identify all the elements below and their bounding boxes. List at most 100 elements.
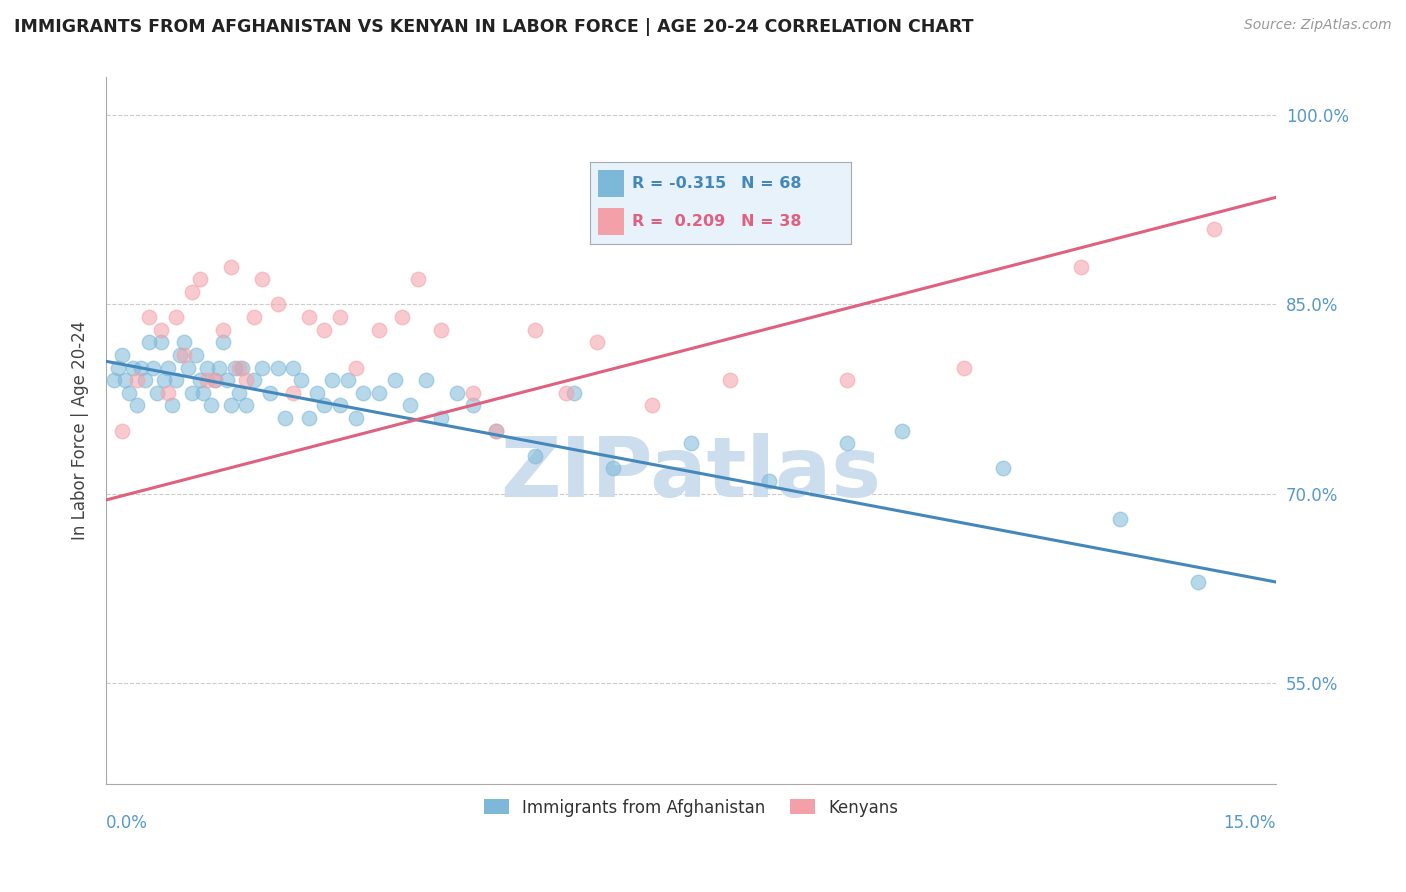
- Point: [165, 310, 187, 325]
- Point: [835, 436, 858, 450]
- Text: N = 68: N = 68: [741, 176, 801, 191]
- Point: [173, 335, 195, 350]
- Point: [555, 385, 578, 400]
- Point: [153, 373, 176, 387]
- Point: [228, 360, 250, 375]
- Point: [406, 272, 429, 286]
- Point: [523, 449, 546, 463]
- Point: [368, 323, 391, 337]
- Point: [485, 424, 508, 438]
- Point: [314, 398, 336, 412]
- Point: [243, 310, 266, 325]
- Point: [298, 411, 321, 425]
- Point: [212, 335, 235, 350]
- Point: [138, 335, 160, 350]
- Point: [641, 398, 664, 412]
- Point: [305, 385, 328, 400]
- Point: [224, 360, 246, 375]
- Point: [266, 360, 288, 375]
- Point: [107, 360, 129, 375]
- Point: [134, 373, 156, 387]
- Point: [274, 411, 297, 425]
- Point: [129, 360, 152, 375]
- Point: [523, 323, 546, 337]
- Point: [1070, 260, 1092, 274]
- Point: [195, 373, 218, 387]
- Point: [165, 373, 187, 387]
- Point: [391, 310, 413, 325]
- Point: [110, 348, 132, 362]
- Point: [235, 398, 257, 412]
- Point: [1109, 512, 1132, 526]
- Point: [204, 373, 226, 387]
- Point: [173, 348, 195, 362]
- Point: [281, 385, 304, 400]
- Text: 0.0%: 0.0%: [105, 814, 148, 832]
- Point: [259, 385, 281, 400]
- Point: [602, 461, 624, 475]
- Text: N = 38: N = 38: [741, 214, 801, 229]
- Point: [219, 260, 242, 274]
- Point: [188, 272, 211, 286]
- Point: [430, 411, 453, 425]
- Point: [718, 373, 741, 387]
- Point: [336, 373, 359, 387]
- Point: [890, 424, 912, 438]
- Point: [149, 323, 172, 337]
- Point: [180, 385, 202, 400]
- Point: [250, 272, 273, 286]
- Point: [157, 385, 180, 400]
- Point: [415, 373, 437, 387]
- Point: [219, 398, 242, 412]
- Point: [1187, 574, 1209, 589]
- Point: [243, 373, 266, 387]
- Point: [235, 373, 257, 387]
- Text: IMMIGRANTS FROM AFGHANISTAN VS KENYAN IN LABOR FORCE | AGE 20-24 CORRELATION CHA: IMMIGRANTS FROM AFGHANISTAN VS KENYAN IN…: [14, 18, 973, 36]
- Point: [1202, 222, 1225, 236]
- Point: [142, 360, 165, 375]
- Text: ZIPatlas: ZIPatlas: [501, 433, 882, 514]
- Point: [344, 411, 367, 425]
- Point: [110, 424, 132, 438]
- Point: [228, 385, 250, 400]
- Point: [485, 424, 508, 438]
- Point: [586, 335, 609, 350]
- Point: [122, 360, 145, 375]
- Point: [149, 335, 172, 350]
- Point: [208, 360, 231, 375]
- Legend: Immigrants from Afghanistan, Kenyans: Immigrants from Afghanistan, Kenyans: [475, 790, 907, 825]
- Point: [212, 323, 235, 337]
- Text: 15.0%: 15.0%: [1223, 814, 1277, 832]
- Point: [114, 373, 136, 387]
- Point: [344, 360, 367, 375]
- Point: [352, 385, 374, 400]
- Point: [145, 385, 167, 400]
- Point: [184, 348, 207, 362]
- Point: [127, 373, 149, 387]
- Point: [298, 310, 321, 325]
- Point: [118, 385, 141, 400]
- Point: [177, 360, 200, 375]
- Bar: [598, 208, 624, 235]
- Point: [679, 436, 702, 450]
- Point: [446, 385, 468, 400]
- Point: [562, 385, 585, 400]
- Point: [758, 474, 780, 488]
- Point: [138, 310, 160, 325]
- Point: [127, 398, 149, 412]
- Point: [103, 373, 125, 387]
- Point: [399, 398, 422, 412]
- Point: [169, 348, 191, 362]
- Point: [281, 360, 304, 375]
- Point: [368, 385, 391, 400]
- Point: [329, 398, 352, 412]
- Point: [461, 398, 484, 412]
- Point: [200, 398, 222, 412]
- Point: [430, 323, 453, 337]
- Point: [195, 360, 218, 375]
- Point: [314, 323, 336, 337]
- Point: [231, 360, 253, 375]
- Point: [329, 310, 352, 325]
- Point: [991, 461, 1014, 475]
- Point: [384, 373, 406, 387]
